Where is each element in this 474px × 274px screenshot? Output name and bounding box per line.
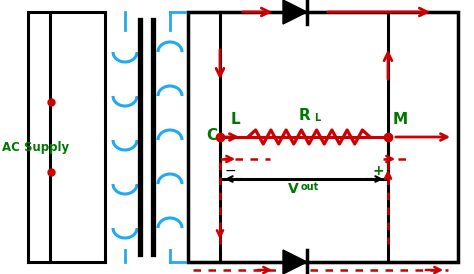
Text: L: L <box>230 113 240 127</box>
Text: C: C <box>206 127 217 142</box>
Text: −: − <box>224 164 236 178</box>
Text: R: R <box>299 107 311 122</box>
Text: M: M <box>393 113 408 127</box>
Bar <box>188 12 458 262</box>
Polygon shape <box>283 250 307 274</box>
Polygon shape <box>283 0 307 24</box>
Text: AC Supply: AC Supply <box>2 141 69 153</box>
Text: L: L <box>314 113 320 123</box>
Text: +: + <box>372 164 384 178</box>
Text: V: V <box>288 182 299 196</box>
Text: out: out <box>301 182 319 192</box>
